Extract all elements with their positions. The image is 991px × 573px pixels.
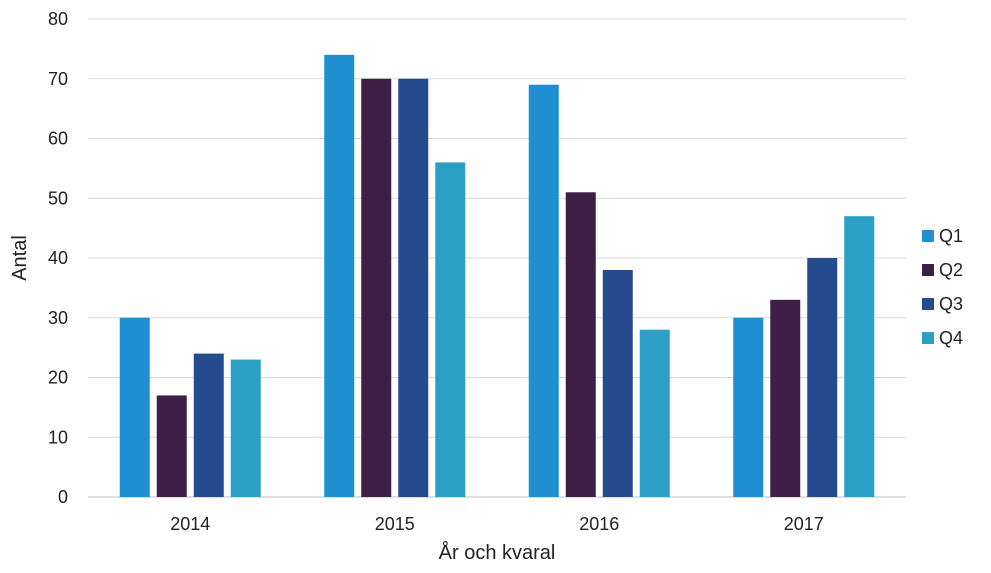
bar-q2-2016 [565,192,596,497]
y-tick-label: 50 [48,188,68,208]
legend-swatch-q1 [922,230,934,242]
x-tick-label: 2017 [784,514,824,534]
y-tick-label: 30 [48,308,68,328]
bar-q1-2016 [528,84,559,497]
legend-label-q4: Q4 [939,328,963,348]
x-axis-title: År och kvaral [439,541,556,564]
bar-q4-2016 [639,329,670,497]
bar-q2-2015 [361,78,392,497]
bar-q4-2015 [435,162,466,497]
y-tick-label: 20 [48,368,68,388]
legend-label-q2: Q2 [939,260,963,280]
y-tick-label: 40 [48,248,68,268]
y-tick-label: 70 [48,69,68,89]
bar-q3-2016 [602,269,633,497]
y-tick-label: 0 [58,487,68,507]
legend-label-q3: Q3 [939,294,963,314]
y-tick-label: 60 [48,129,68,149]
y-tick-label: 10 [48,427,68,447]
y-axis-title: Antal [9,235,31,281]
bar-q2-2014 [156,395,187,497]
bar-q4-2017 [844,216,875,498]
bars [119,54,875,498]
bar-q3-2014 [193,353,224,497]
y-axis-ticks: 0 10 20 30 40 50 60 70 80 [48,9,68,507]
x-tick-label: 2015 [375,514,415,534]
bar-q4-2014 [230,359,261,497]
legend-swatch-q4 [922,332,934,344]
legend-swatch-q3 [922,298,934,310]
legend-label-q1: Q1 [939,226,963,246]
x-axis-ticks: 2014 2015 2016 2017 [170,514,824,534]
y-tick-label: 80 [48,9,68,29]
legend: Q1 Q2 Q3 Q4 [922,226,963,348]
legend-swatch-q2 [922,264,934,276]
bar-q1-2017 [733,317,764,497]
bar-q3-2017 [807,258,838,497]
x-tick-label: 2016 [579,514,619,534]
gridlines [88,18,906,498]
bar-q1-2015 [324,54,355,497]
bar-q3-2015 [398,78,429,497]
x-tick-label: 2014 [170,514,210,534]
bar-q1-2014 [119,317,150,497]
bar-q2-2017 [770,299,801,497]
